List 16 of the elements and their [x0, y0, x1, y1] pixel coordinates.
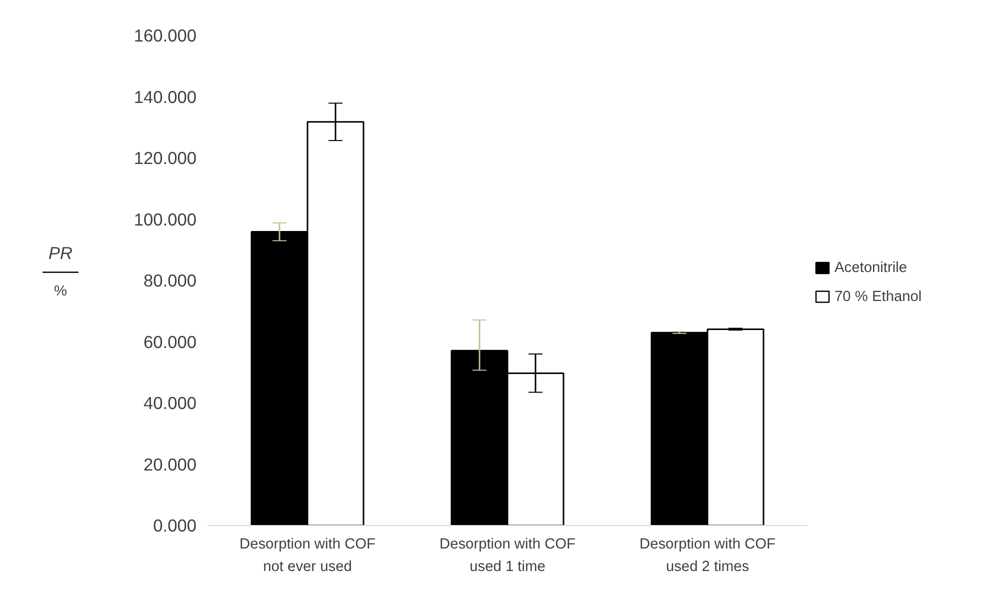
y-axis-title: PR	[48, 242, 73, 263]
y-tick-label: 80.000	[144, 270, 196, 290]
x-tick-label: Desorption with COF used 1 time	[439, 536, 576, 575]
legend-label: 70 % Ethanol	[834, 288, 922, 305]
text: %	[54, 284, 68, 300]
legend-label: Acetonitrile	[834, 260, 908, 276]
y-tick-label: 120.000	[134, 148, 197, 168]
y-tick-label: 40.000	[144, 393, 196, 413]
y-tick-label: 0.000	[153, 516, 197, 536]
y-tick-label: 160.000	[134, 26, 197, 46]
x-tick-label: Desorption with COF used 2 times	[639, 536, 776, 575]
y-tick-label: 20.000	[144, 454, 196, 474]
y-tick-label: 100.000	[134, 209, 197, 230]
y-tick-label: 140.000	[134, 86, 197, 107]
y-tick-label: 60.000	[144, 332, 196, 352]
x-tick-label: Desorption with COF not ever used	[239, 536, 376, 575]
